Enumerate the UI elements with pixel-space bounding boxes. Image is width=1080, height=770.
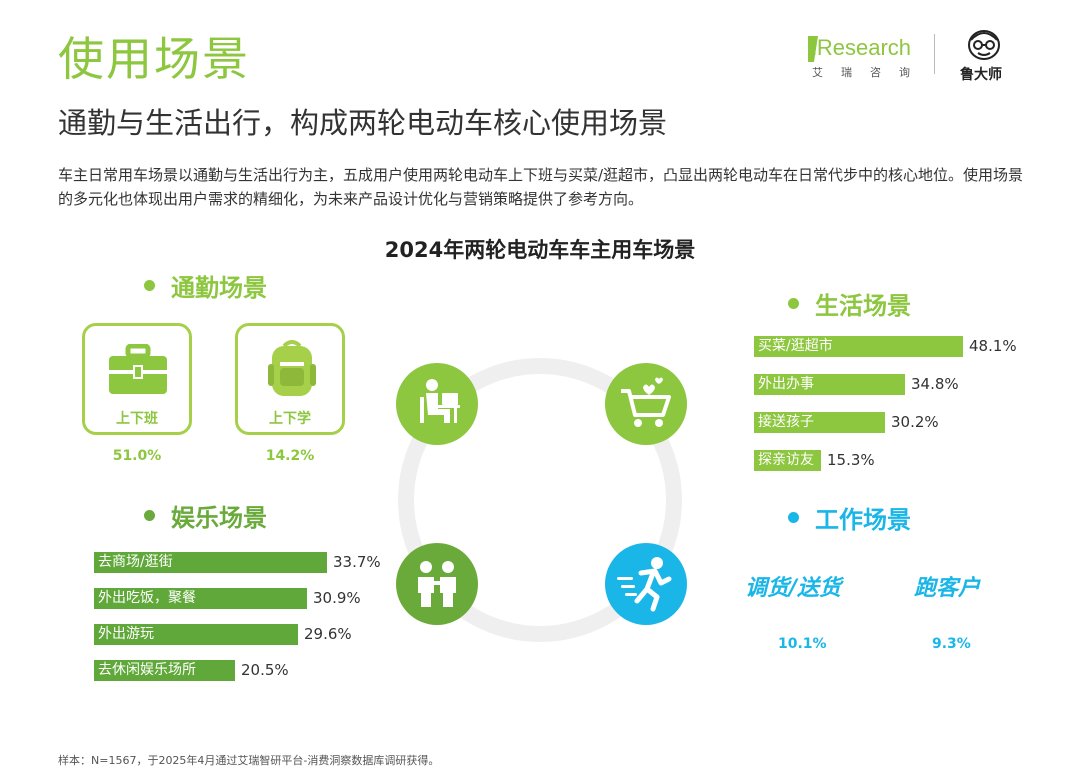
two-people-icon: [418, 561, 456, 607]
shopping-cart-icon: [621, 377, 671, 427]
page-subtitle: 通勤与生活出行，构成两轮电动车核心使用场景: [58, 106, 668, 140]
work-delivery-value: 10.1%: [778, 636, 827, 652]
work-section-heading: 工作场景: [788, 500, 911, 535]
entertainment-bar-value: 20.5%: [241, 661, 289, 679]
entertainment-scene-circle: [396, 543, 478, 625]
logo-divider: [934, 34, 935, 74]
entertainment-bar: 外出游玩: [94, 624, 298, 645]
life-bar: 接送孩子: [754, 412, 885, 433]
briefcase-icon: [109, 344, 167, 394]
commute-card-school: 上下学: [235, 323, 345, 435]
chart-title: 2024年两轮电动车车主用车场景: [384, 238, 696, 262]
life-bar-value: 30.2%: [891, 413, 939, 431]
commute-school-label: 上下学: [269, 411, 311, 427]
life-bar-value: 15.3%: [827, 451, 875, 469]
life-scene-circle: [605, 363, 687, 445]
person-at-desk-icon: [420, 379, 460, 423]
life-bar-value: 34.8%: [911, 375, 959, 393]
entertainment-section-label: 娱乐场景: [171, 504, 267, 532]
entertainment-bar-value: 30.9%: [313, 589, 361, 607]
iresearch-logo: iResearch: [808, 32, 918, 68]
entertainment-bar: 外出吃饭，聚餐: [94, 588, 307, 609]
work-delivery-label: 调货/送货: [745, 576, 842, 601]
commute-work-value: 51.0%: [112, 448, 162, 464]
commute-section-heading: 通勤场景: [144, 268, 267, 303]
page-title: 使用场景: [58, 32, 250, 86]
entertainment-bar: 去休闲娱乐场所: [94, 660, 235, 681]
life-section-heading: 生活场景: [788, 286, 911, 321]
entertainment-section-heading: 娱乐场景: [144, 498, 267, 533]
work-client-label: 跑客户: [914, 576, 981, 601]
work-scene-circle: [605, 543, 687, 625]
ludashi-mascot-icon: [968, 30, 1000, 60]
iresearch-cn-text: 艾瑞咨询: [812, 66, 928, 79]
backpack-icon: [268, 340, 316, 396]
entertainment-bar-value: 33.7%: [333, 553, 381, 571]
work-section-label: 工作场景: [815, 506, 911, 534]
life-section-label: 生活场景: [815, 292, 911, 320]
bullet-dot-icon: [144, 510, 155, 521]
entertainment-bar-value: 29.6%: [304, 625, 352, 643]
bullet-dot-icon: [144, 280, 155, 291]
bullet-dot-icon: [788, 512, 799, 523]
life-bar: 探亲访友: [754, 450, 821, 471]
commute-card-work: 上下班: [82, 323, 192, 435]
logo-area: iResearch 艾瑞咨询 鲁大师: [808, 26, 1028, 86]
iresearch-text: iResearch: [812, 35, 912, 60]
life-bar: 买菜/逛超市: [754, 336, 963, 357]
life-bar-value: 48.1%: [969, 337, 1017, 355]
running-person-icon: [617, 557, 672, 612]
bullet-dot-icon: [788, 298, 799, 309]
commute-scene-circle: [396, 363, 478, 445]
footnote: 样本：N=1567，于2025年4月通过艾瑞智研平台-消费洞察数据库调研获得。: [58, 754, 440, 767]
iresearch-mark-icon: [808, 34, 918, 62]
work-client-value: 9.3%: [932, 636, 971, 652]
entertainment-bar: 去商场/逛街: [94, 552, 327, 573]
life-bar: 外出办事: [754, 374, 905, 395]
commute-school-value: 14.2%: [265, 448, 315, 464]
commute-section-label: 通勤场景: [171, 274, 267, 302]
page-description: 车主日常用车场景以通勤与生活出行为主，五成用户使用两轮电动车上下班与买菜/逛超市…: [58, 166, 1024, 208]
commute-work-label: 上下班: [116, 411, 158, 427]
ludashi-text: 鲁大师: [960, 67, 1002, 83]
